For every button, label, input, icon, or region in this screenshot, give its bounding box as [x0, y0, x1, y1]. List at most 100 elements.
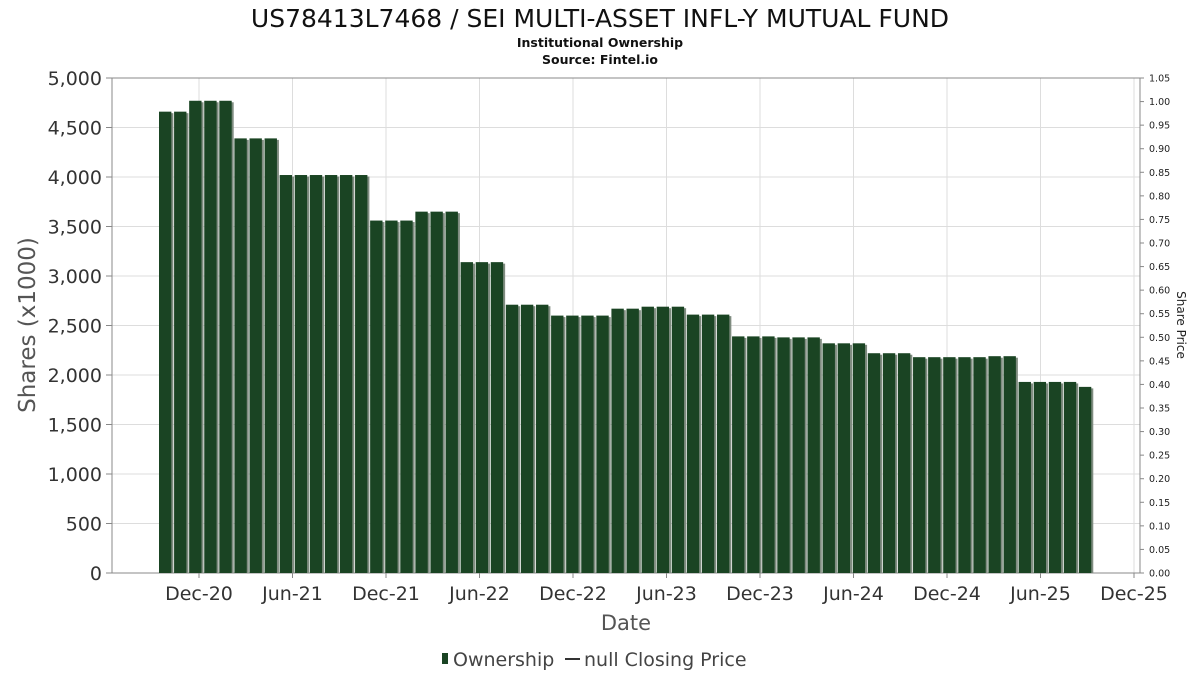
bar-fill — [701, 314, 715, 573]
bar-fill — [520, 304, 534, 573]
bar-fill — [852, 343, 866, 573]
bar-fill — [822, 343, 835, 573]
bar — [867, 353, 883, 573]
x-axis: Dec-20 Jun-21 Dec-21 Jun-22 Dec-22 Jun-23 Dec-… — [165, 573, 1168, 605]
y-axis-left: 0 500 1,000 1,500 2,000 2,500 3,000 3,500 4,000 4… — [48, 68, 112, 585]
y-right-tick-label: 0.20 — [1149, 474, 1170, 485]
y-right-tick-label: 0.35 — [1149, 404, 1170, 415]
bar-fill — [1033, 381, 1047, 573]
bar — [807, 337, 822, 573]
bar-fill — [234, 138, 247, 573]
bar — [686, 314, 702, 573]
bar — [671, 306, 687, 573]
bar-fill — [943, 357, 956, 573]
y-axis-label: Shares (x1000) — [15, 237, 41, 413]
bar-fill — [249, 138, 262, 573]
bar-fill — [475, 262, 489, 573]
bar-fill — [747, 336, 760, 573]
x-tick-label: Dec-24 — [913, 583, 981, 605]
y-tick-label: 2,000 — [48, 365, 102, 387]
x-tick-label: Jun-22 — [448, 583, 510, 605]
bar-fill — [551, 315, 564, 573]
y-right-tick-label: 0.00 — [1149, 569, 1170, 580]
bar-fill — [324, 175, 338, 573]
bar-fill — [792, 337, 805, 573]
y-tick-label: 2,500 — [48, 316, 102, 338]
bar — [536, 304, 551, 573]
bar-fill — [415, 211, 428, 573]
x-tick-label: Jun-25 — [1009, 583, 1071, 605]
bar — [626, 308, 641, 573]
bar-fill — [505, 304, 519, 573]
x-tick-label: Dec-21 — [352, 583, 420, 605]
bar — [1048, 381, 1064, 573]
bar-fill — [309, 175, 323, 573]
bar-fill — [294, 175, 308, 573]
bar — [958, 357, 973, 573]
bar — [1033, 381, 1049, 573]
bar — [762, 336, 777, 573]
bar — [596, 315, 611, 573]
bar — [445, 211, 460, 573]
chart-subtitle: Institutional Ownership — [517, 35, 683, 50]
y-tick-label: 500 — [66, 514, 102, 536]
x-tick-label: Jun-21 — [261, 583, 323, 605]
y-right-tick-label: 0.65 — [1149, 262, 1170, 273]
bar — [460, 262, 475, 573]
bar-fill — [958, 357, 971, 573]
bar-fill — [716, 314, 730, 573]
bar-fill — [732, 336, 745, 573]
y-right-tick-label: 0.10 — [1149, 521, 1170, 532]
bar — [324, 175, 340, 573]
bar — [415, 211, 430, 573]
bar-fill — [189, 100, 202, 574]
y-tick-label: 3,000 — [48, 266, 102, 288]
bar — [913, 357, 928, 573]
bar — [1018, 381, 1033, 573]
bar — [204, 100, 219, 574]
x-axis-label: Date — [601, 611, 651, 635]
bar — [294, 175, 310, 573]
bar — [1063, 381, 1079, 573]
bar — [505, 304, 521, 573]
bar — [1003, 356, 1018, 573]
bar-fill — [204, 100, 217, 574]
x-tick-label: Dec-23 — [726, 583, 794, 605]
y-right-tick-label: 0.25 — [1149, 451, 1170, 462]
bar-fill — [536, 304, 549, 573]
bar — [430, 211, 445, 573]
bar — [973, 357, 988, 573]
y-right-tick-label: 0.60 — [1149, 286, 1170, 297]
bar — [988, 356, 1003, 573]
bar-fill — [1018, 381, 1031, 573]
bar-fill — [656, 306, 670, 573]
bar — [355, 175, 370, 573]
chart-title: US78413L7468 / SEI MULTI-ASSET INFL-Y MU… — [251, 4, 949, 33]
bar-fill — [837, 343, 850, 573]
y-tick-label: 1,500 — [48, 415, 102, 437]
y-tick-label: 1,000 — [48, 464, 102, 486]
bar — [520, 304, 536, 573]
y-right-tick-label: 0.15 — [1149, 498, 1170, 509]
x-tick-label: Jun-23 — [635, 583, 697, 605]
y-right-tick-label: 0.80 — [1149, 191, 1170, 202]
bar-fill — [1048, 381, 1062, 573]
bar — [490, 262, 506, 573]
y-right-tick-label: 0.30 — [1149, 427, 1170, 438]
bar — [234, 138, 249, 573]
bar — [475, 262, 491, 573]
bar-fill — [897, 353, 911, 573]
bar-fill — [460, 262, 473, 573]
y-right-tick-label: 0.45 — [1149, 356, 1170, 367]
y-right-tick-label: 0.90 — [1149, 144, 1170, 155]
bar — [716, 314, 732, 573]
bar — [611, 308, 626, 573]
legend-ownership-swatch — [442, 653, 448, 664]
bar-series-ownership — [159, 100, 1094, 574]
y-right-tick-label: 1.05 — [1149, 74, 1170, 85]
y-right-tick-label: 1.00 — [1149, 97, 1170, 108]
bar — [943, 357, 958, 573]
bar-fill — [913, 357, 926, 573]
bar-fill — [490, 262, 504, 573]
bar — [928, 357, 943, 573]
